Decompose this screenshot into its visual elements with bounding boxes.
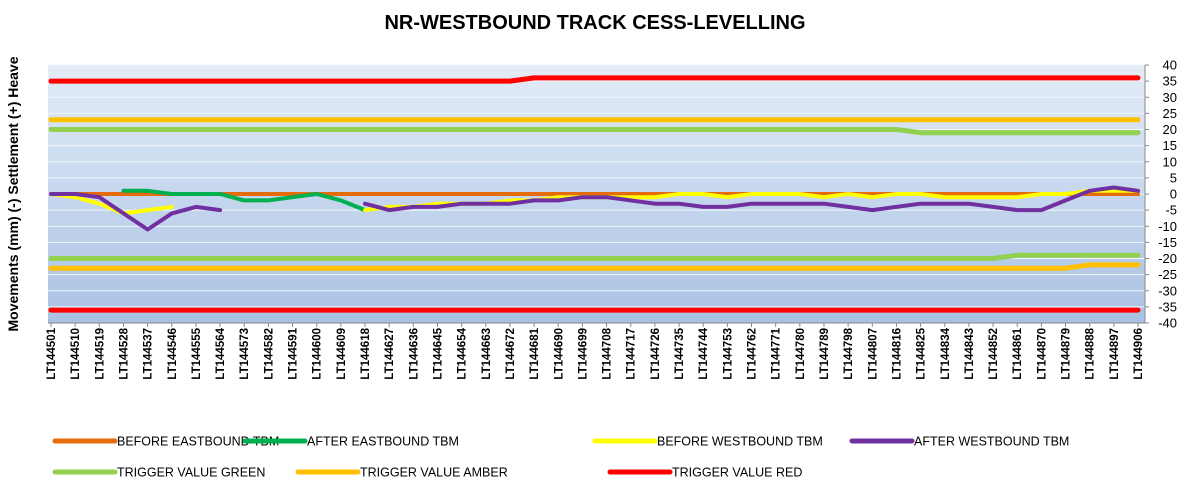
- y-tick-label: -35: [1158, 299, 1177, 314]
- x-tick-label: LT144906: [1133, 328, 1145, 380]
- y-tick-label: -20: [1158, 251, 1177, 266]
- x-tick-label: LT144537: [143, 328, 155, 380]
- y-tick-label: -25: [1158, 267, 1177, 282]
- y-axis-label: Movements (mm) (-) Settlement (+) Heave: [5, 56, 21, 331]
- x-tick-label: LT144753: [722, 328, 734, 380]
- x-tick-label: LT144555: [191, 327, 203, 379]
- x-tick-label: LT144834: [940, 327, 952, 379]
- x-tick-label: LT144852: [988, 328, 1000, 380]
- x-tick-label: LT144744: [698, 327, 710, 379]
- x-tick-label: LT144546: [167, 328, 179, 380]
- legend-label: TRIGGER VALUE AMBER: [360, 466, 508, 480]
- x-tick-label: LT144573: [239, 328, 251, 380]
- x-tick-label: LT144771: [771, 327, 783, 379]
- y-tick-label: 0: [1170, 187, 1177, 202]
- x-tick-label: LT144897: [1109, 328, 1121, 380]
- x-tick-label: LT144672: [505, 328, 517, 380]
- legend-label: TRIGGER VALUE RED: [672, 466, 802, 480]
- y-tick-label: 15: [1163, 138, 1177, 153]
- x-tick-label: LT144591: [288, 327, 300, 379]
- x-tick-label: LT144879: [1061, 328, 1073, 380]
- y-tick-label: 25: [1163, 106, 1177, 121]
- x-tick-label: LT144816: [891, 328, 903, 380]
- x-tick-label: LT144789: [819, 328, 831, 380]
- series-line: [49, 185, 1140, 232]
- y-tick-label: -5: [1165, 203, 1177, 218]
- x-tick-label: LT144663: [481, 328, 493, 380]
- x-tick-label: LT144717: [626, 328, 638, 380]
- x-tick-label: LT144627: [384, 328, 396, 380]
- legend-label: BEFORE EASTBOUND TBM: [117, 435, 279, 449]
- y-tick-label: 20: [1163, 122, 1177, 137]
- x-tick-label: LT144618: [360, 327, 372, 379]
- x-tick-label: LT144888: [1085, 327, 1097, 379]
- legend-label: TRIGGER VALUE GREEN: [117, 466, 265, 480]
- x-tick-label: LT144519: [94, 328, 106, 380]
- series-line: [48, 252, 1141, 261]
- x-tick-label: LT144501: [46, 327, 58, 379]
- y-tick-label: 30: [1163, 90, 1177, 105]
- x-tick-label: LT144645: [432, 327, 444, 379]
- x-tick-label: LT144681: [529, 327, 541, 379]
- legend-label: BEFORE WESTBOUND TBM: [657, 435, 823, 449]
- legend-label: AFTER EASTBOUND TBM: [307, 435, 459, 449]
- x-tick-label: LT144726: [650, 328, 662, 380]
- x-tick-label: LT144636: [408, 328, 420, 380]
- chart-title: NR-WESTBOUND TRACK CESS-LEVELLING: [384, 12, 805, 34]
- y-tick-label: 5: [1170, 170, 1177, 185]
- legend-label: AFTER WESTBOUND TBM: [914, 435, 1069, 449]
- x-tick-label: LT144690: [553, 328, 565, 380]
- x-tick-label: LT144609: [336, 328, 348, 380]
- x-tick-label: LT144825: [916, 327, 928, 379]
- x-tick-label: LT144654: [457, 327, 469, 379]
- x-tick-label: LT144780: [795, 328, 807, 380]
- series-line: [48, 75, 1141, 84]
- x-tick-label: LT144600: [312, 328, 324, 380]
- x-tick-label: LT144807: [867, 328, 879, 380]
- y-tick-label: 35: [1163, 74, 1177, 89]
- y-tick-label: -40: [1158, 316, 1177, 331]
- x-tick-label: LT144582: [263, 328, 275, 380]
- x-tick-label: LT144870: [1036, 328, 1048, 380]
- y-tick-label: -15: [1158, 235, 1177, 250]
- x-tick-label: LT144762: [747, 328, 759, 380]
- x-tick-label: LT144708: [602, 327, 614, 379]
- series-line: [121, 188, 367, 213]
- x-tick-label: LT144699: [577, 328, 589, 380]
- x-tick-label: LT144843: [964, 328, 976, 380]
- series-line: [48, 262, 1141, 271]
- x-tick-label: LT144564: [215, 327, 227, 379]
- y-tick-label: 10: [1163, 154, 1177, 169]
- x-tick-label: LT144798: [843, 327, 855, 379]
- y-tick-label: 40: [1163, 58, 1177, 73]
- y-tick-label: -30: [1158, 283, 1177, 298]
- x-tick-label: LT144528: [118, 327, 130, 379]
- x-tick-label: LT144510: [70, 328, 82, 380]
- y-tick-label: -10: [1158, 219, 1177, 234]
- series-line: [48, 127, 1141, 136]
- x-tick-label: LT144861: [1012, 327, 1024, 379]
- x-tick-label: LT144735: [674, 327, 686, 379]
